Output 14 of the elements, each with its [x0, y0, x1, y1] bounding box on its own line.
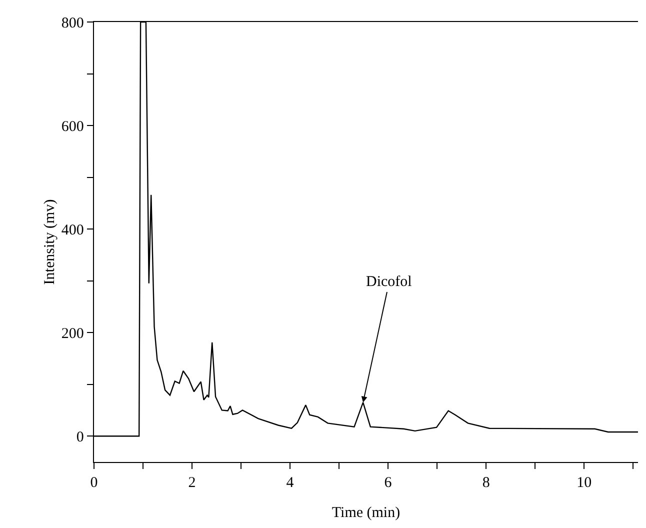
x-tick-label: 2: [188, 475, 196, 492]
x-tick-label: 8: [482, 475, 490, 492]
y-tick-label: 200: [61, 326, 84, 342]
y-tick-label: 600: [61, 118, 84, 135]
y-tick-label: 800: [61, 15, 84, 32]
y-tick-label: 400: [61, 222, 84, 238]
x-tick-label: 0: [90, 475, 98, 492]
x-axis-title: Time (min): [332, 505, 400, 522]
y-tick-label: 0: [76, 429, 84, 446]
x-tick-label: 10: [576, 475, 592, 492]
y-axis-title: Intensity (mv): [42, 199, 58, 285]
annotation: Dicofol: [366, 274, 412, 290]
x-tick-label: 6: [384, 475, 392, 492]
x-tick-label: 4: [286, 475, 294, 492]
